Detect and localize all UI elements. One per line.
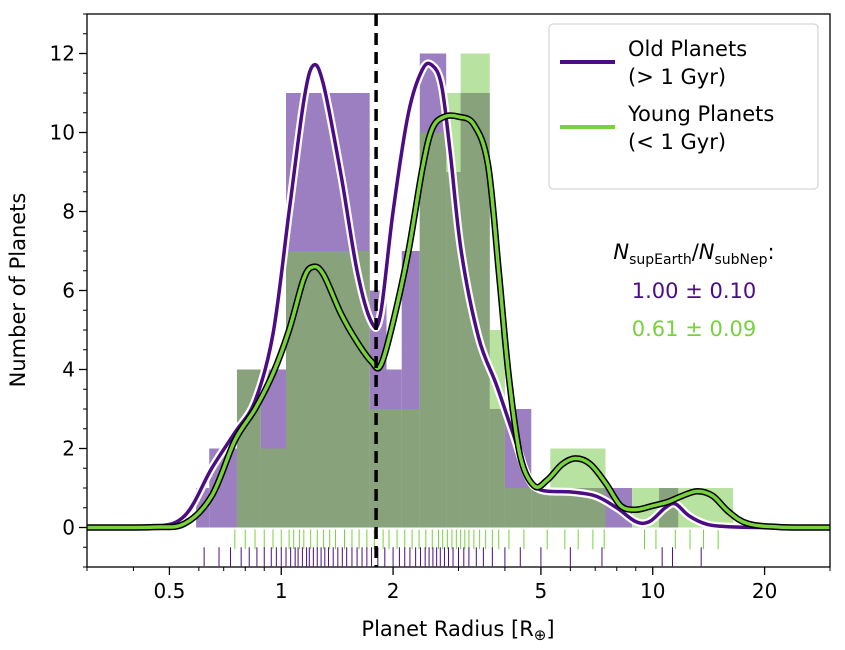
ratio-suffix: :: [768, 240, 775, 264]
plot-area: [87, 14, 830, 567]
legend-box: [548, 23, 819, 190]
ratio-var2: N: [699, 240, 715, 264]
x-tick-label: 5: [535, 579, 548, 603]
ratio-sub1: supEarth: [629, 252, 692, 268]
y-axis-ticks: 0 2 4 6 8 10 12: [50, 13, 87, 568]
y-axis-label: Number of Planets: [6, 193, 30, 388]
overlap-bar: [489, 409, 505, 528]
overlap-histogram: [236, 93, 679, 528]
ratio-title: NsupEarth/NsubNep:: [613, 240, 774, 268]
ratio-var1: N: [613, 240, 629, 264]
y-tick-label: 0: [62, 516, 75, 540]
y-tick-label: 4: [62, 358, 75, 382]
overlap-bar: [260, 448, 287, 528]
y-tick-label: 12: [50, 42, 75, 66]
overlap-bar: [386, 409, 402, 528]
y-tick-label: 6: [62, 279, 75, 303]
ratio-annotation: NsupEarth/NsubNep: 1.00 ± 0.10 0.61 ± 0.…: [613, 240, 774, 341]
x-tick-label: 10: [640, 579, 665, 603]
overlap-bar: [401, 409, 420, 528]
y-tick-label: 2: [62, 437, 75, 461]
old-kde-line: [87, 61, 830, 530]
y-tick-label: 8: [62, 200, 75, 224]
x-axis-label: Planet Radius [R⊕]: [361, 617, 554, 644]
legend-old-label-1: Old Planets: [628, 37, 747, 61]
ratio-slash: /: [692, 240, 700, 264]
x-tick-label: 1: [275, 579, 288, 603]
overlap-bar: [419, 132, 447, 528]
overlap-bar: [446, 172, 461, 528]
y-tick-label: 10: [50, 121, 75, 145]
ratio-sub2: subNep: [715, 252, 768, 268]
legend: Old Planets (> 1 Gyr) Young Planets (< 1…: [548, 23, 819, 190]
ratio-young-value: 0.61 ± 0.09: [632, 317, 756, 341]
x-axis-label-symbol: ⊕: [534, 626, 547, 644]
x-axis-label-main: Planet Radius [R: [361, 617, 533, 641]
ratio-old-value: 1.00 ± 0.10: [632, 279, 756, 303]
kde-lines: [87, 59, 830, 532]
legend-old-label-2: (> 1 Gyr): [628, 65, 726, 89]
young-kde-line: [87, 113, 830, 530]
legend-young-label-1: Young Planets: [627, 102, 774, 126]
x-axis-label-close: ]: [546, 617, 554, 641]
overlap-bar: [369, 409, 387, 528]
overlap-bar: [286, 251, 353, 528]
overlap-bar: [504, 488, 532, 528]
overlap-bar: [352, 251, 370, 528]
legend-young-label-2: (< 1 Gyr): [628, 130, 726, 154]
x-axis-ticks: 0.5 1 2 5 10 20: [86, 567, 831, 603]
x-tick-label: 2: [387, 579, 400, 603]
x-tick-label: 20: [752, 579, 777, 603]
rug-marks: [203, 529, 719, 567]
overlap-bar: [531, 488, 551, 528]
x-tick-label: 0.5: [154, 579, 186, 603]
